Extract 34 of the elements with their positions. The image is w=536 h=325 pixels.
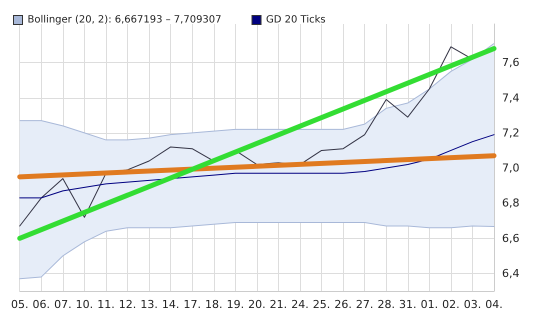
- x-tick-label: 03.: [464, 298, 482, 311]
- x-tick-label: 31.: [399, 298, 417, 311]
- x-tick-label: 28.: [377, 298, 395, 311]
- x-tick-label: 05.: [10, 298, 28, 311]
- x-tick-label: 07.: [54, 298, 72, 311]
- line-series: [19, 134, 494, 198]
- x-tick-label: 10.: [76, 298, 94, 311]
- y-tick-label: 6,8: [502, 196, 520, 210]
- y-tick-label: 7,2: [502, 126, 520, 140]
- x-tick-label: 18.: [205, 298, 223, 311]
- y-tick-label: 7,0: [502, 162, 520, 175]
- legend-label: Bollinger (20, 2): 6,667193 – 7,709307: [28, 14, 222, 26]
- legend-label: GD 20 Ticks: [266, 14, 326, 26]
- x-tick-label: 02.: [442, 298, 460, 311]
- x-tick-label: 20.: [248, 298, 266, 311]
- y-tick-label: 6,4: [502, 266, 520, 280]
- x-tick-label: 17.: [183, 298, 201, 311]
- x-tick-label: 27.: [356, 298, 374, 311]
- x-tick-label: 14.: [162, 298, 180, 311]
- x-tick-label: 25.: [312, 298, 330, 311]
- x-tick-label: 26.: [334, 298, 352, 311]
- y-tick-label: 7,6: [502, 56, 520, 70]
- x-tick-label: 19.: [226, 298, 244, 311]
- x-tick-label: 24.: [291, 298, 309, 311]
- y-tick-label: 6,6: [502, 232, 520, 245]
- line-series: [19, 222, 494, 280]
- x-tick-label: 21.: [270, 298, 288, 311]
- x-tick-label: 06.: [32, 298, 50, 311]
- x-tick-label: 12.: [118, 298, 136, 311]
- y-tick-label: 7,4: [502, 91, 520, 104]
- x-tick-label: 04.: [485, 298, 503, 311]
- x-tick-label: 13.: [140, 298, 158, 311]
- x-tick-label: 01.: [420, 298, 438, 311]
- x-tick-label: 11.: [97, 298, 115, 311]
